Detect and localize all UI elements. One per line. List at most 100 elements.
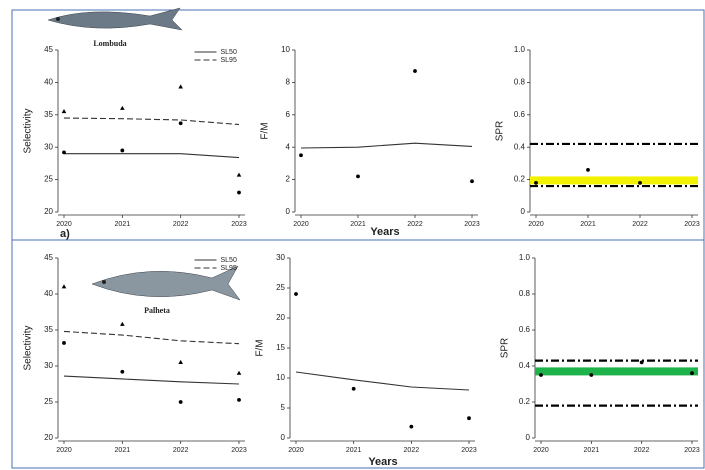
y-tick-label: 20 — [44, 433, 53, 442]
point — [120, 322, 125, 326]
x-tick-label: 2023 — [461, 447, 477, 454]
series-line — [64, 118, 239, 124]
y-tick-label: 0 — [286, 207, 291, 216]
x-tick-label: 2020 — [56, 447, 72, 454]
x-tick-label: 2021 — [115, 221, 131, 228]
x-tick-label: 2021 — [346, 447, 362, 454]
series-line — [301, 143, 472, 148]
x-tick-label: 2022 — [173, 447, 189, 454]
y-tick-label: 0 — [521, 207, 526, 216]
point — [299, 153, 303, 157]
y-axis-title: Selectivity — [23, 108, 34, 153]
y-tick-label: 0.8 — [514, 78, 526, 87]
y-tick-label: 4 — [286, 142, 291, 151]
y-tick-label: 0.2 — [514, 175, 526, 184]
y-tick-label: 5 — [281, 403, 286, 412]
y-tick-label: 0 — [526, 433, 531, 442]
x-tick-label: 2020 — [56, 221, 72, 228]
y-axis-title: F/M — [260, 122, 271, 139]
series-line — [64, 376, 239, 384]
x-axis-title: Years — [370, 226, 399, 238]
x-tick-label: 2023 — [684, 221, 700, 228]
band — [535, 367, 698, 375]
x-tick-label: 2021 — [584, 447, 600, 454]
point — [62, 109, 67, 113]
legend-label: SL95 — [221, 265, 237, 272]
y-tick-label: 0.8 — [519, 289, 531, 298]
point — [237, 398, 241, 402]
y-tick-label: 6 — [286, 110, 291, 119]
x-tick-label: 2021 — [350, 221, 366, 228]
point — [413, 69, 417, 73]
point — [237, 173, 242, 177]
point — [352, 387, 356, 391]
y-tick-label: 20 — [276, 313, 285, 322]
y-axis-title: SPR — [495, 121, 506, 142]
x-tick-label: 2023 — [464, 221, 480, 228]
fish-label: Palheta — [144, 306, 170, 315]
point — [179, 400, 183, 404]
y-tick-label: 0.4 — [514, 142, 526, 151]
x-tick-label: 2020 — [528, 221, 544, 228]
x-tick-label: 2020 — [293, 221, 309, 228]
point — [640, 361, 644, 365]
point — [62, 341, 66, 345]
point — [589, 373, 593, 377]
point — [237, 191, 241, 195]
point — [237, 371, 242, 375]
fish-icon-top — [48, 8, 182, 30]
y-tick-label: 35 — [44, 325, 53, 334]
y-axis-title: Selectivity — [23, 325, 34, 370]
y-tick-label: 1.0 — [514, 45, 526, 54]
frame-bottom — [12, 240, 704, 468]
x-tick-label: 2021 — [115, 447, 131, 454]
point — [179, 121, 183, 125]
point — [470, 179, 474, 183]
point — [120, 149, 124, 153]
point — [467, 416, 471, 420]
x-tick-label: 2022 — [632, 221, 648, 228]
x-tick-label: 2020 — [533, 447, 549, 454]
y-tick-label: 20 — [44, 207, 53, 216]
y-tick-label: 40 — [44, 289, 53, 298]
y-tick-label: 25 — [44, 397, 53, 406]
legend-label: SL95 — [221, 57, 237, 64]
point — [690, 371, 694, 375]
y-tick-label: 0.4 — [519, 361, 531, 370]
y-tick-label: 2 — [286, 175, 291, 184]
point — [120, 370, 124, 374]
y-tick-label: 0.2 — [519, 397, 531, 406]
point — [62, 284, 67, 288]
band — [530, 176, 698, 184]
y-tick-label: 1.0 — [519, 253, 531, 262]
series-line — [64, 331, 239, 343]
point — [62, 150, 66, 154]
point — [409, 425, 413, 429]
page: Lombuda a) Years Palheta Years 202530354… — [0, 0, 705, 470]
y-tick-label: 35 — [44, 110, 53, 119]
x-tick-label: 2022 — [404, 447, 420, 454]
fish-label: Lombuda — [93, 39, 126, 48]
y-axis-title: SPR — [500, 338, 511, 359]
y-axis-title: F/M — [255, 339, 266, 356]
y-tick-label: 30 — [276, 253, 285, 262]
y-tick-label: 45 — [44, 45, 53, 54]
y-tick-label: 30 — [44, 361, 53, 370]
panel-tag: a) — [60, 228, 70, 240]
y-tick-label: 15 — [276, 343, 285, 352]
series-line — [64, 154, 239, 158]
point — [638, 181, 642, 185]
y-tick-label: 10 — [276, 373, 285, 382]
x-tick-label: 2023 — [684, 447, 700, 454]
series-line — [296, 372, 469, 390]
point — [178, 84, 183, 88]
point — [586, 168, 590, 172]
x-tick-label: 2021 — [580, 221, 596, 228]
y-tick-label: 40 — [44, 78, 53, 87]
point — [294, 292, 298, 296]
legend-label: SL50 — [221, 49, 237, 56]
x-tick-label: 2022 — [634, 447, 650, 454]
x-tick-label: 2023 — [231, 447, 247, 454]
legend-label: SL50 — [221, 257, 237, 264]
x-tick-label: 2022 — [173, 221, 189, 228]
